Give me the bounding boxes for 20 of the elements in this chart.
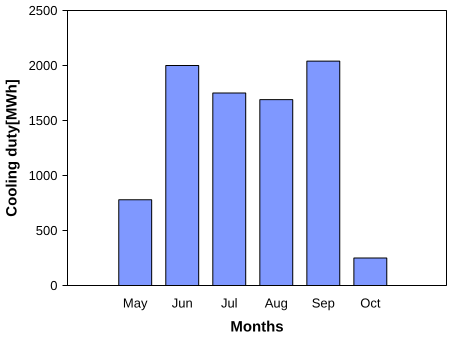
x-tick-label: Jun	[172, 296, 193, 310]
x-tick-label: May	[122, 296, 148, 310]
y-tick-label: 0	[50, 278, 58, 293]
bar	[212, 92, 246, 286]
x-tick-label: Jul	[220, 296, 238, 310]
x-axis-title: Months	[230, 318, 284, 336]
x-tick-label: Sep	[312, 296, 335, 310]
x-tick-label: Oct	[360, 296, 381, 310]
y-axis-title: Cooling duty[MWh]	[4, 79, 21, 217]
y-tick-label: 500	[36, 223, 58, 238]
bar	[118, 199, 152, 286]
y-tick-label: 1000	[28, 168, 58, 183]
bar	[259, 99, 294, 286]
y-tick-label: 2500	[28, 3, 58, 18]
bar	[165, 65, 200, 286]
x-tick-label: Aug	[264, 296, 288, 310]
bar	[306, 60, 340, 286]
y-tick-label: 1500	[28, 113, 58, 128]
bar	[353, 258, 388, 286]
y-tick-label: 2000	[28, 58, 58, 73]
